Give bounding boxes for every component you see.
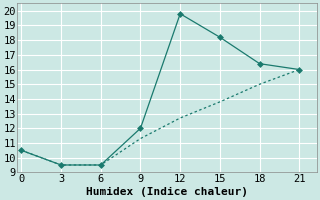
- X-axis label: Humidex (Indice chaleur): Humidex (Indice chaleur): [86, 186, 248, 197]
